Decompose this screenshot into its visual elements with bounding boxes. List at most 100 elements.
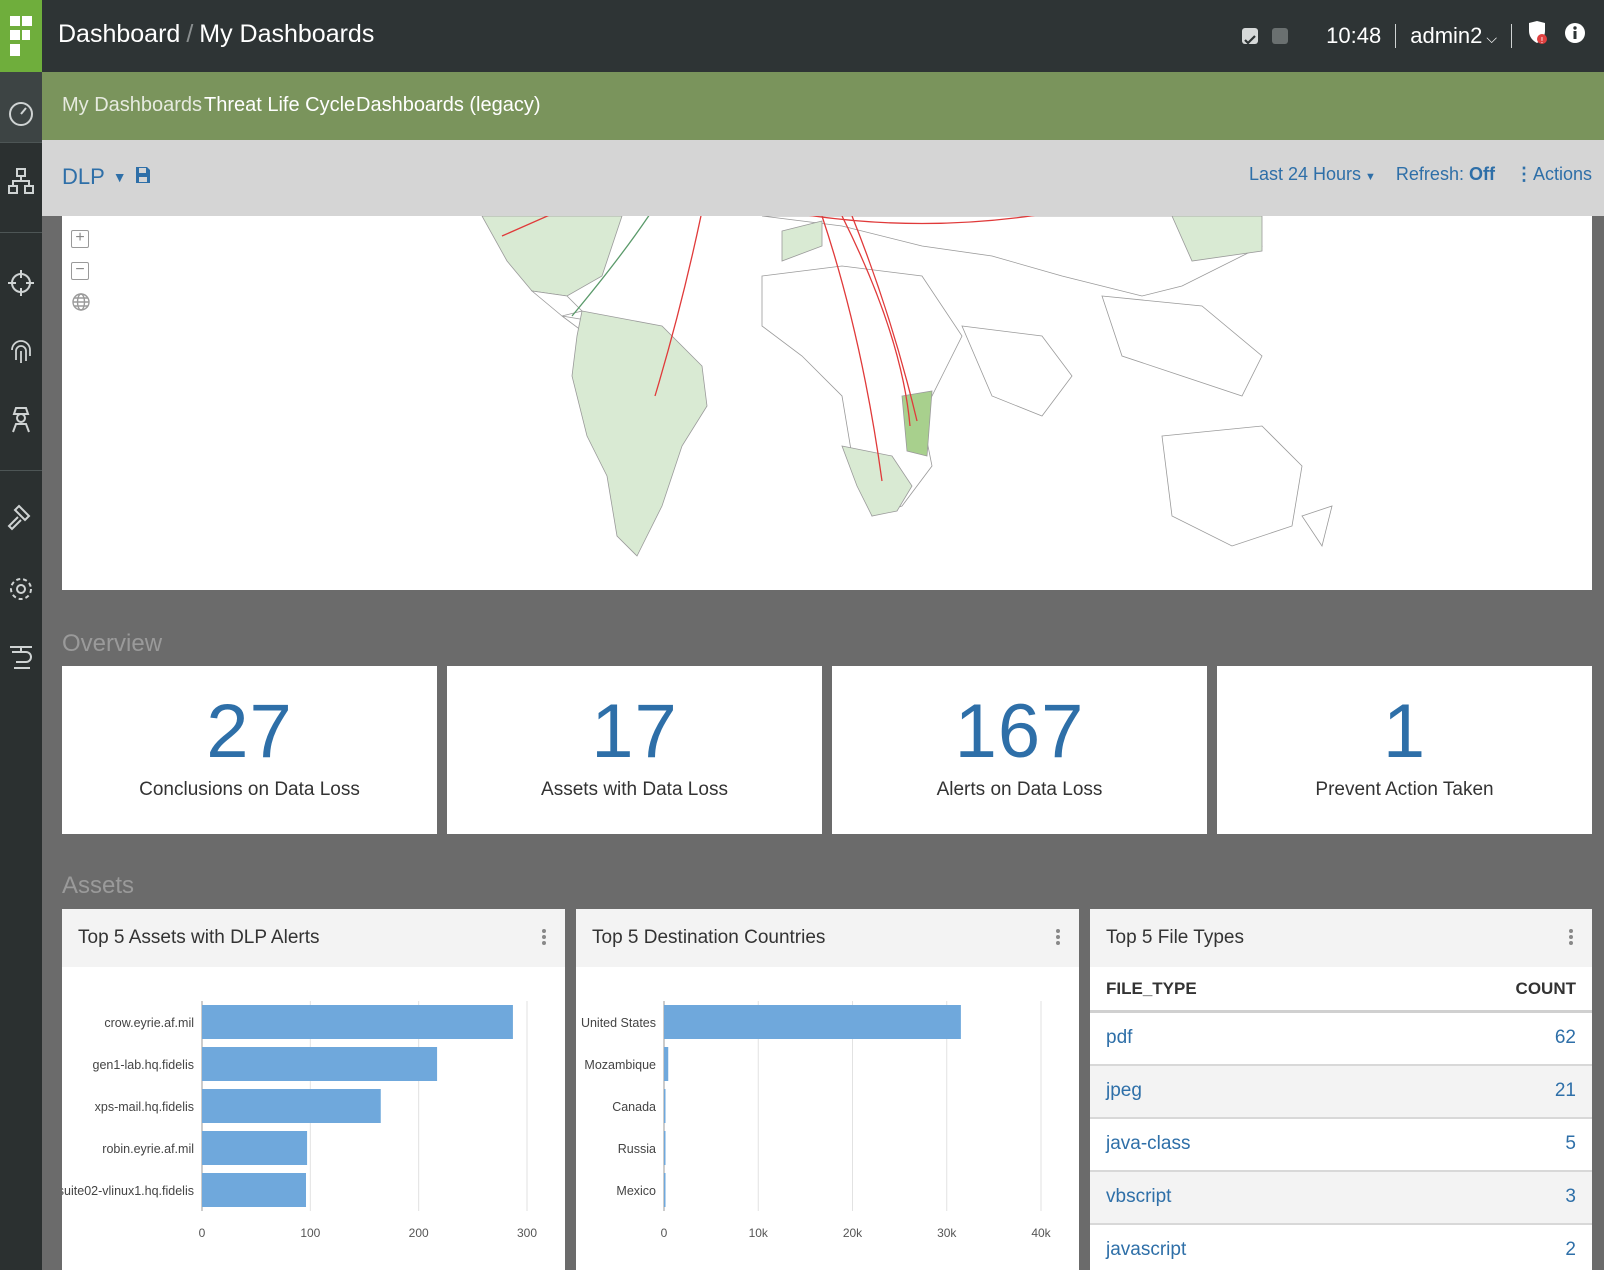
count-cell[interactable]: 21 — [1376, 1064, 1592, 1119]
panel-menu-icon[interactable] — [541, 927, 547, 949]
network-icon[interactable] — [6, 166, 36, 196]
refresh-toggle[interactable]: Refresh: Off — [1396, 164, 1495, 185]
bar — [202, 1131, 308, 1165]
panel-title: Top 5 Destination Countries — [592, 927, 826, 948]
zoom-out-button[interactable]: − — [71, 262, 89, 280]
bar — [202, 1089, 381, 1123]
kpi-card-assets[interactable]: 17 Assets with Data Loss — [447, 666, 822, 834]
kpi-card-conclusions[interactable]: 27 Conclusions on Data Loss — [62, 666, 437, 834]
kpi-value: 1 — [1382, 689, 1427, 774]
tab-dashboards-legacy[interactable]: Dashboards (legacy) — [356, 94, 541, 116]
breadcrumb-separator: / — [186, 20, 194, 48]
settings-gear-icon[interactable] — [6, 574, 36, 604]
y-category-label: suite02-vlinux1.hq.fidelis — [62, 1184, 194, 1198]
panel-header: Top 5 Assets with DLP Alerts — [62, 909, 565, 967]
time-range-label: Last 24 Hours — [1248, 164, 1362, 184]
kpi-value: 27 — [206, 689, 293, 774]
y-category-label: crow.eyrie.af.mil — [104, 1016, 194, 1030]
panel-header: Top 5 File Types — [1090, 909, 1592, 967]
time-range-dropdown[interactable]: Last 24 Hours ▼ — [1249, 164, 1376, 185]
file-type-cell[interactable]: pdf — [1090, 1011, 1377, 1066]
table-row[interactable]: pdf 62 — [1090, 1011, 1592, 1066]
shield-alert-icon[interactable]: ! — [1526, 20, 1550, 52]
agent-icon[interactable] — [6, 404, 36, 434]
y-category-label: robin.eyrie.af.mil — [102, 1142, 194, 1156]
panel-title: Top 5 File Types — [1106, 927, 1245, 948]
y-category-label: Mexico — [616, 1184, 656, 1198]
kpi-card-alerts[interactable]: 167 Alerts on Data Loss — [832, 666, 1207, 834]
column-header-count[interactable]: COUNT — [1376, 967, 1592, 1013]
table-row[interactable]: vbscript 3 — [1090, 1170, 1592, 1225]
dashboard-selector[interactable]: DLP ▼ — [62, 164, 151, 190]
checkbox-unchecked-icon[interactable] — [1272, 28, 1289, 44]
world-map[interactable]: + − — [62, 216, 1592, 590]
y-category-label: xps-mail.hq.fidelis — [95, 1100, 194, 1114]
panel-top-assets: Top 5 Assets with DLP Alerts 0 100 200 300 c… — [62, 909, 565, 1270]
file-type-cell[interactable]: jpeg — [1090, 1064, 1377, 1119]
panel-header: Top 5 Destination Countries — [576, 909, 1079, 967]
x-tick-label: 0 — [661, 1226, 668, 1240]
y-category-label: Mozambique — [584, 1058, 656, 1072]
left-rail — [0, 0, 42, 1270]
column-header-file-type[interactable]: FILE_TYPE — [1090, 967, 1377, 1013]
panel-menu-icon[interactable] — [1055, 927, 1061, 949]
save-icon[interactable] — [135, 164, 151, 190]
count-cell[interactable]: 3 — [1376, 1170, 1592, 1225]
y-category-label: United States — [581, 1016, 656, 1030]
kpi-label: Alerts on Data Loss — [936, 779, 1103, 800]
count-cell[interactable]: 5 — [1376, 1117, 1592, 1172]
tab-threat-life-cycle[interactable]: Threat Life Cycle — [204, 94, 356, 116]
x-tick-label: 40k — [1031, 1226, 1051, 1240]
chevron-down-icon: ▼ — [1365, 171, 1376, 183]
count-cell[interactable]: 62 — [1376, 1011, 1592, 1066]
bar — [664, 1131, 666, 1165]
zoom-in-button[interactable]: + — [71, 230, 89, 248]
x-tick-label: 10k — [749, 1226, 769, 1240]
x-tick-label: 30k — [937, 1226, 957, 1240]
x-tick-label: 200 — [409, 1226, 429, 1240]
checkbox-checked-icon[interactable] — [1242, 28, 1259, 45]
clock-time: 10:48 — [1326, 23, 1382, 48]
helicopter-icon[interactable] — [6, 642, 36, 672]
info-icon[interactable] — [1564, 22, 1586, 50]
breadcrumb-current: My Dashboards — [199, 20, 375, 48]
dashboard-gauge-icon[interactable] — [6, 98, 36, 128]
breadcrumb-root[interactable]: Dashboard — [58, 20, 181, 48]
bar — [664, 1005, 961, 1039]
user-menu[interactable]: admin2 ⌵ — [1410, 23, 1497, 49]
file-type-cell[interactable]: java-class — [1090, 1117, 1377, 1172]
actions-menu[interactable]: ⋮Actions — [1515, 164, 1592, 185]
bar — [664, 1173, 666, 1207]
map-canvas — [481, 216, 1333, 557]
logo-icon — [10, 16, 32, 56]
dashboard-toolbar: DLP ▼ Last 24 Hours ▼ Refresh: Off ⋮Actio… — [42, 140, 1604, 216]
panel-top-file-types: Top 5 File Types FILE_TYPE COUNT pdf 62 j… — [1090, 909, 1592, 1270]
countries-bar-chart: 0 10k 20k 30k 40k United States Mozambique Cana… — [581, 1001, 1052, 1240]
refresh-value: Off — [1468, 164, 1495, 184]
top-right-controls: 10:48 admin2 ⌵ ! — [1242, 20, 1586, 52]
y-category-label: Russia — [618, 1142, 656, 1156]
kpi-card-prevent[interactable]: 1 Prevent Action Taken — [1217, 666, 1592, 834]
file-type-cell[interactable]: vbscript — [1090, 1170, 1377, 1225]
table-row[interactable]: jpeg 21 — [1090, 1064, 1592, 1119]
actions-label: Actions — [1532, 164, 1592, 184]
breadcrumb: Dashboard / My Dashboards — [58, 20, 374, 49]
table-row[interactable]: javascript 2 — [1090, 1223, 1592, 1270]
tab-my-dashboards[interactable]: My Dashboards — [62, 94, 203, 116]
section-assets-label: Assets — [62, 872, 135, 899]
toolbar-right: Last 24 Hours ▼ Refresh: Off ⋮Actions — [1249, 164, 1592, 185]
bar — [664, 1089, 666, 1123]
y-category-label: Canada — [612, 1100, 656, 1114]
table-row[interactable]: java-class 5 — [1090, 1117, 1592, 1172]
kpi-label: Assets with Data Loss — [541, 779, 728, 800]
file-type-cell[interactable]: javascript — [1090, 1223, 1377, 1270]
dashboard-name: DLP — [62, 164, 105, 189]
kebab-icon: ⋮ — [1514, 164, 1533, 184]
assets-bar-chart: 0 100 200 300 crow.eyrie.af.mil gen1-lab.hq.f… — [62, 1001, 537, 1240]
fingerprint-icon[interactable] — [6, 336, 36, 366]
crosshair-icon[interactable] — [6, 268, 36, 298]
panel-menu-icon[interactable] — [1568, 927, 1574, 949]
app-logo[interactable] — [0, 0, 42, 72]
gavel-icon[interactable] — [6, 502, 36, 532]
count-cell[interactable]: 2 — [1376, 1223, 1592, 1270]
